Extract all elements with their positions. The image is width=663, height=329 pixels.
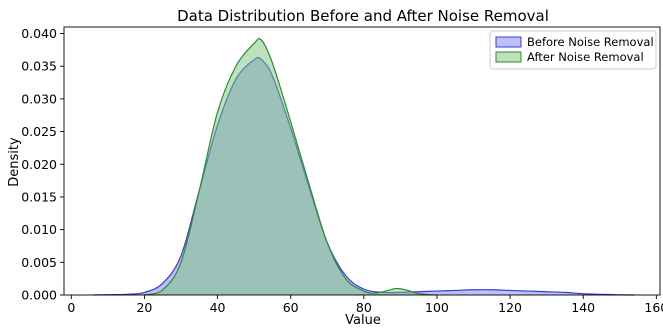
- y-tick-label: 0.015: [21, 189, 57, 204]
- series-1-area: [93, 57, 635, 296]
- y-tick-label: 0.025: [21, 124, 57, 139]
- legend-swatch-2: [495, 51, 522, 63]
- y-axis-label: Density: [7, 137, 22, 187]
- y-tick-label: 0.030: [21, 91, 57, 106]
- x-tick-label: 20: [136, 300, 152, 315]
- x-tick-label: 80: [356, 300, 372, 315]
- legend-label-1: Before Noise Removal: [527, 35, 654, 49]
- x-axis-label: Value: [345, 313, 381, 328]
- y-tick-label: 0.000: [21, 288, 57, 303]
- x-axis: 0 20 40 60 80 100 120 140 160: [67, 295, 663, 315]
- x-tick-label: 0: [67, 300, 75, 315]
- y-axis: 0.000 0.005 0.010 0.015 0.020 0.025 0.030 0.035…: [21, 26, 64, 303]
- x-tick-label: 60: [283, 300, 299, 315]
- x-tick-label: 40: [210, 300, 226, 315]
- series-1-line: [93, 56, 635, 296]
- plot-frame: [63, 26, 661, 296]
- series-2-area: [144, 38, 437, 296]
- legend-box: [489, 30, 657, 70]
- x-tick-label: 140: [571, 300, 595, 315]
- x-tick-label: 100: [425, 300, 449, 315]
- y-tick-label: 0.010: [21, 222, 57, 237]
- x-tick-label: 120: [498, 300, 522, 315]
- legend-swatch-1: [495, 36, 522, 48]
- y-tick-label: 0.040: [21, 26, 57, 41]
- y-tick-label: 0.020: [21, 157, 57, 172]
- x-tick-label: 160: [644, 300, 663, 315]
- y-tick-label: 0.005: [21, 255, 57, 270]
- chart-title: Data Distribution Before and After Noise…: [177, 7, 549, 25]
- plot-area: [63, 26, 661, 296]
- y-tick-label: 0.035: [21, 59, 57, 74]
- legend-label-2: After Noise Removal: [527, 50, 644, 64]
- series-2-line: [144, 37, 438, 296]
